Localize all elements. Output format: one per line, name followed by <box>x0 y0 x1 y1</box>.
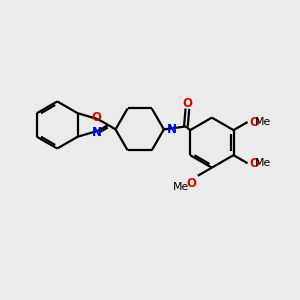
Text: O: O <box>92 111 101 124</box>
Text: O: O <box>249 157 259 170</box>
Text: N: N <box>92 125 101 139</box>
Text: Me: Me <box>255 117 271 127</box>
Text: Me: Me <box>255 158 271 168</box>
Text: O: O <box>249 116 259 128</box>
Text: Me: Me <box>173 182 190 192</box>
Text: O: O <box>186 177 196 190</box>
Text: N: N <box>167 123 177 136</box>
Text: O: O <box>182 97 192 110</box>
